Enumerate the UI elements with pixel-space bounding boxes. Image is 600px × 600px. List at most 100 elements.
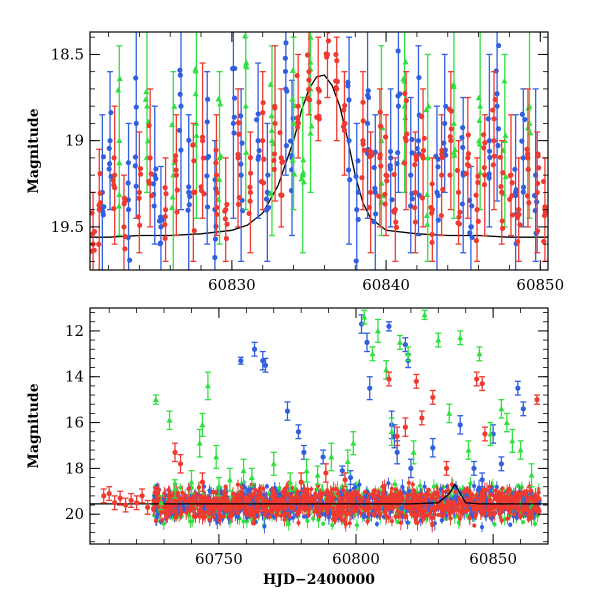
data-point bbox=[448, 138, 454, 144]
data-point bbox=[169, 121, 176, 128]
data-point bbox=[127, 257, 133, 263]
data-point bbox=[116, 75, 123, 81]
baseline-point bbox=[274, 512, 279, 518]
data-point bbox=[334, 86, 340, 92]
data-point bbox=[214, 211, 220, 218]
baseline-point bbox=[307, 506, 312, 511]
data-point bbox=[501, 77, 508, 84]
baseline-point bbox=[183, 493, 188, 498]
data-point bbox=[474, 207, 480, 213]
data-point bbox=[267, 81, 274, 87]
data-point bbox=[162, 213, 168, 220]
y-tick-label: 18.5 bbox=[51, 45, 84, 63]
data-point bbox=[272, 120, 278, 127]
data-point bbox=[402, 58, 409, 65]
data-point bbox=[100, 212, 106, 218]
data-point bbox=[153, 166, 159, 172]
data-point bbox=[490, 107, 496, 113]
data-point bbox=[468, 224, 474, 230]
data-point bbox=[268, 127, 275, 133]
data-point bbox=[111, 155, 117, 161]
data-point bbox=[536, 165, 542, 171]
data-point bbox=[522, 116, 528, 123]
data-point bbox=[382, 191, 388, 197]
data-point bbox=[178, 147, 184, 153]
data-point bbox=[354, 207, 360, 213]
data-point bbox=[247, 184, 253, 190]
baseline-point bbox=[250, 520, 256, 526]
data-point bbox=[477, 102, 484, 109]
baseline-point bbox=[289, 485, 295, 491]
data-point bbox=[97, 190, 103, 196]
data-point bbox=[429, 181, 435, 187]
data-point bbox=[524, 146, 530, 152]
data-point bbox=[271, 166, 277, 172]
baseline-point bbox=[422, 484, 427, 489]
baseline-point bbox=[418, 518, 423, 523]
data-point bbox=[116, 202, 123, 209]
data-point bbox=[173, 167, 179, 173]
baseline-point bbox=[395, 509, 400, 514]
data-point bbox=[116, 137, 123, 144]
data-point bbox=[473, 238, 480, 244]
data-point bbox=[475, 137, 482, 144]
baseline-point bbox=[520, 520, 526, 525]
baseline-point bbox=[269, 510, 274, 515]
data-point bbox=[91, 247, 97, 253]
data-point bbox=[520, 155, 526, 161]
data-point bbox=[372, 185, 378, 191]
data-point bbox=[147, 155, 153, 161]
baseline-point bbox=[374, 521, 380, 527]
baseline-point bbox=[523, 492, 528, 497]
data-point bbox=[429, 239, 435, 246]
data-point bbox=[412, 205, 418, 211]
data-point bbox=[346, 97, 352, 103]
data-point bbox=[341, 120, 348, 127]
data-point bbox=[456, 214, 462, 220]
data-point bbox=[333, 51, 339, 58]
baseline-point bbox=[200, 514, 205, 519]
baseline-point bbox=[445, 488, 450, 493]
baseline-point bbox=[217, 499, 223, 504]
data-point bbox=[412, 162, 418, 168]
baseline-point bbox=[366, 511, 371, 516]
data-point bbox=[526, 200, 532, 206]
baseline-point bbox=[363, 489, 368, 495]
data-point bbox=[501, 137, 508, 144]
baseline-point bbox=[155, 512, 160, 517]
baseline-point bbox=[375, 493, 380, 498]
data-point bbox=[486, 148, 493, 154]
data-point bbox=[391, 171, 397, 178]
data-point bbox=[451, 152, 458, 158]
baseline-point bbox=[520, 508, 525, 513]
data-point bbox=[282, 68, 289, 75]
data-point bbox=[260, 180, 267, 186]
data-point bbox=[487, 154, 493, 161]
baseline-point bbox=[267, 514, 272, 519]
data-point bbox=[347, 177, 353, 183]
data-point bbox=[413, 156, 419, 163]
data-point bbox=[491, 116, 497, 122]
data-point bbox=[106, 166, 112, 172]
data-point bbox=[108, 109, 114, 116]
data-point bbox=[325, 22, 330, 27]
baseline-point bbox=[441, 489, 446, 494]
data-point bbox=[519, 111, 525, 117]
data-point bbox=[515, 239, 521, 245]
data-point bbox=[264, 206, 270, 213]
data-point bbox=[360, 118, 366, 124]
x-tick-label: 60840 bbox=[362, 276, 410, 294]
data-point bbox=[486, 175, 492, 181]
data-point bbox=[149, 193, 155, 199]
data-point bbox=[469, 203, 475, 209]
data-point bbox=[404, 131, 410, 137]
baseline-point bbox=[162, 509, 167, 515]
data-point bbox=[409, 136, 415, 143]
baseline-point bbox=[241, 519, 246, 524]
data-point bbox=[475, 218, 481, 224]
data-point bbox=[146, 123, 152, 129]
baseline-point bbox=[443, 507, 448, 512]
data-point bbox=[268, 112, 275, 119]
baseline-point bbox=[384, 514, 389, 519]
baseline-point bbox=[357, 482, 362, 487]
